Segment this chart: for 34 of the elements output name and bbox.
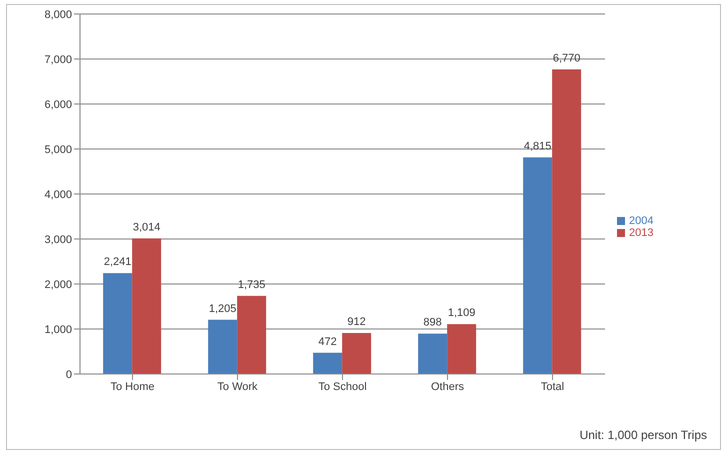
y-tick-label: 8,000 bbox=[44, 8, 72, 21]
y-tick-label: 6,000 bbox=[44, 98, 72, 111]
x-tick-label: Total bbox=[540, 380, 564, 393]
data-label: 898 bbox=[423, 316, 442, 329]
y-tick-label: 7,000 bbox=[44, 54, 72, 66]
y-tick-label: 0 bbox=[66, 368, 72, 381]
bar bbox=[132, 238, 162, 374]
legend-label: 2013 bbox=[629, 227, 654, 239]
data-label: 1,205 bbox=[208, 302, 236, 315]
y-tick-label: 4,000 bbox=[44, 188, 72, 201]
bar bbox=[103, 273, 132, 374]
bar bbox=[552, 69, 582, 374]
bar bbox=[447, 324, 476, 374]
bar bbox=[342, 332, 372, 374]
y-tick-label: 2,000 bbox=[44, 278, 72, 291]
data-label: 3,014 bbox=[132, 221, 160, 234]
x-tick-label: To Work bbox=[217, 380, 258, 393]
bar bbox=[208, 320, 238, 374]
x-tick-label: Others bbox=[430, 380, 465, 393]
bar bbox=[313, 352, 342, 374]
y-tick-label: 3,000 bbox=[44, 234, 72, 246]
bar bbox=[523, 157, 552, 374]
y-tick-label: 1,000 bbox=[44, 324, 72, 336]
text: Unit: 1,000 person Trips bbox=[580, 428, 707, 442]
data-label: 472 bbox=[318, 336, 337, 348]
data-label: 2,241 bbox=[104, 256, 132, 268]
y-tick-label: 5,000 bbox=[44, 144, 72, 156]
bar bbox=[418, 334, 448, 374]
x-tick-label: To Home bbox=[110, 380, 155, 393]
data-label: 912 bbox=[347, 316, 366, 328]
bar bbox=[237, 296, 266, 374]
legend-label: 2004 bbox=[629, 215, 654, 227]
x-tick-label: To School bbox=[318, 380, 367, 393]
data-label: 1,109 bbox=[448, 307, 476, 320]
